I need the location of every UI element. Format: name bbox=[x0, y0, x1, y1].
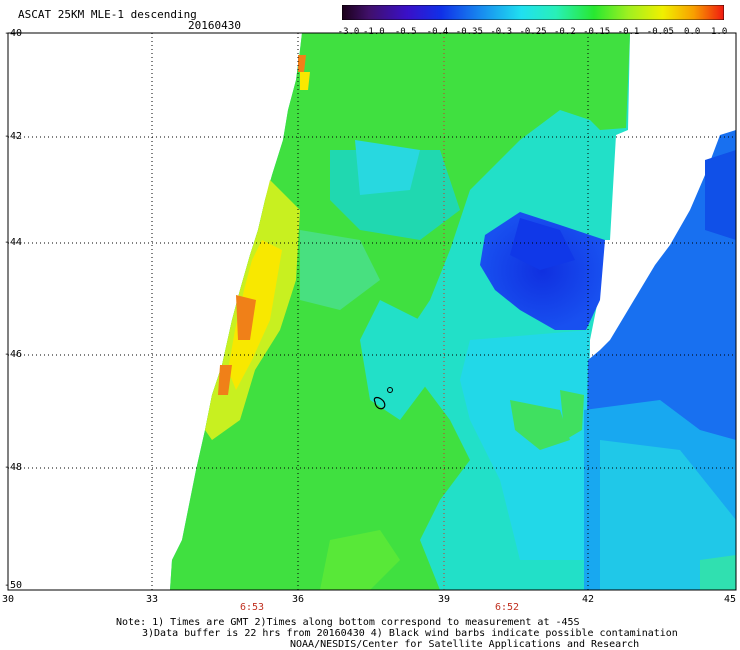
map-gridlines bbox=[8, 33, 736, 590]
map-title: ASCAT 25KM MLE-1 descending bbox=[18, 8, 197, 21]
lat-label: -42 bbox=[4, 131, 23, 142]
time-label: 6:52 bbox=[494, 602, 520, 613]
swath-right bbox=[584, 130, 736, 590]
time-label: 6:53 bbox=[239, 602, 265, 613]
color-scale-bar bbox=[342, 5, 724, 20]
contamination-contour bbox=[373, 396, 386, 410]
lat-label: -50 bbox=[4, 580, 23, 591]
lon-label: 33 bbox=[145, 594, 159, 605]
contamination-marker bbox=[387, 387, 393, 393]
lat-label: -40 bbox=[4, 28, 23, 39]
note-line-2: 3)Data buffer is 22 hrs from 20160430 4)… bbox=[142, 628, 678, 639]
color-scale-tick-label: -0.4 bbox=[426, 27, 449, 37]
color-scale-tick-label: 1.0 bbox=[710, 27, 728, 37]
color-scale-tick-label: -0.05 bbox=[646, 27, 674, 37]
lat-label: -48 bbox=[4, 462, 23, 473]
lon-label: 36 bbox=[291, 594, 305, 605]
color-scale-tick-label: -1.0 bbox=[362, 27, 385, 37]
note-line-1: Note: 1) Times are GMT 2)Times along bot… bbox=[116, 617, 580, 628]
color-scale-tick-label: -0.15 bbox=[583, 27, 611, 37]
lon-label: 39 bbox=[437, 594, 451, 605]
color-scale-tick-label: -0.25 bbox=[519, 27, 547, 37]
color-scale-tick-label: -0.5 bbox=[394, 27, 417, 37]
lat-label: -46 bbox=[4, 349, 23, 360]
lon-label: 45 bbox=[723, 594, 737, 605]
map-frame bbox=[7, 32, 737, 591]
lon-label: 42 bbox=[581, 594, 595, 605]
color-scale-tick-label: -0.35 bbox=[455, 27, 483, 37]
map-date: 20160430 bbox=[188, 19, 241, 32]
color-scale-tick-label: -0.3 bbox=[490, 27, 512, 37]
swath-left bbox=[170, 33, 630, 590]
color-scale-tick-label: -3.0 bbox=[337, 27, 360, 37]
lon-label: 30 bbox=[1, 594, 15, 605]
color-scale-tick-label: -0.2 bbox=[553, 27, 576, 37]
color-scale-tick-label: 0.0 bbox=[684, 27, 701, 37]
color-scale-tick-label: -0.1 bbox=[617, 27, 640, 37]
note-line-3: NOAA/NESDIS/Center for Satellite Applica… bbox=[290, 639, 640, 650]
lat-label: -44 bbox=[4, 237, 23, 248]
